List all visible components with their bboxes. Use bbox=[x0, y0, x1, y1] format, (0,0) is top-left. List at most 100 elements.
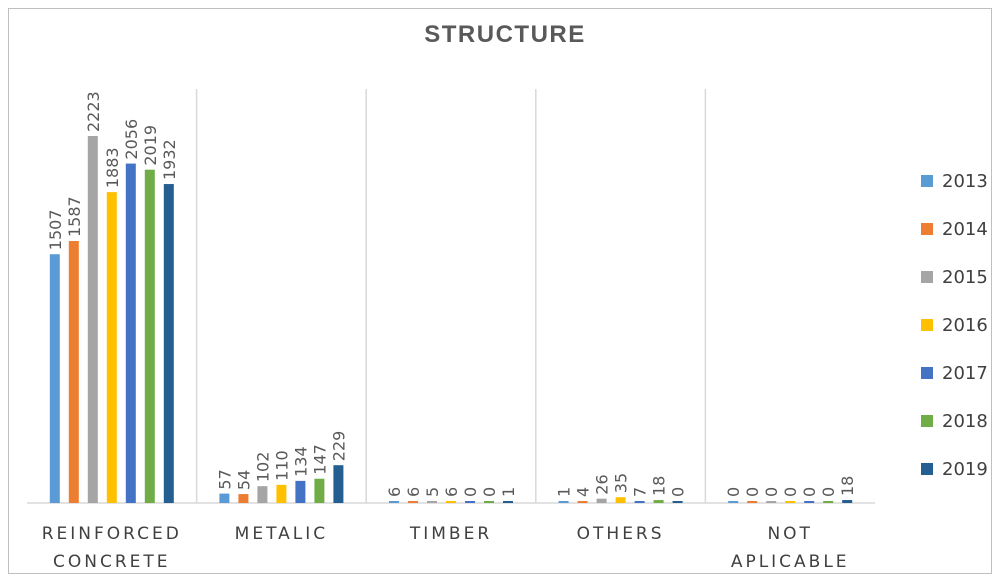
data-label: 229 bbox=[329, 431, 348, 462]
bar-2014-cat2 bbox=[408, 501, 418, 503]
bar-2019-cat1 bbox=[333, 465, 344, 503]
bar-2017-cat4 bbox=[804, 501, 815, 503]
bar-2018-cat0 bbox=[144, 169, 155, 503]
bar-2019-cat0 bbox=[163, 184, 174, 503]
bar-2017-cat2 bbox=[465, 501, 475, 503]
data-label: 4 bbox=[574, 487, 593, 497]
data-label: 18 bbox=[838, 476, 857, 496]
legend-label: 2019 bbox=[942, 459, 988, 480]
chart-category-labels: REINFORCED CONCRETE METALIC TIMBER OTHERS NOT… bbox=[42, 524, 850, 572]
legend-item: 2014 bbox=[921, 219, 988, 240]
data-label: 102 bbox=[253, 452, 272, 483]
bar-2015-cat1 bbox=[257, 486, 268, 503]
chart-frame: STRUCTURE 1507 57 6 1 0 1587 54 6 4 0 2223 102 5 26 0 1… bbox=[8, 8, 992, 574]
legend-swatch bbox=[921, 175, 933, 187]
chart-bars bbox=[49, 136, 853, 503]
bar-2014-cat1 bbox=[238, 494, 249, 503]
legend-swatch bbox=[921, 463, 933, 475]
data-label: 110 bbox=[272, 450, 291, 481]
category-label: REINFORCED bbox=[42, 524, 182, 544]
data-label: 0 bbox=[762, 487, 781, 497]
category-label: TIMBER bbox=[409, 524, 492, 544]
bar-2017-cat0 bbox=[125, 163, 136, 503]
chart-title: STRUCTURE bbox=[424, 21, 586, 48]
category-label: NOT bbox=[767, 524, 812, 544]
data-label: 0 bbox=[461, 487, 480, 497]
data-label: 0 bbox=[800, 487, 819, 497]
bar-2015-cat0 bbox=[87, 136, 98, 503]
legend-label: 2018 bbox=[942, 411, 988, 432]
bar-2013-cat0 bbox=[49, 254, 60, 503]
legend-label: 2016 bbox=[942, 315, 988, 336]
legend-swatch bbox=[921, 415, 933, 427]
legend-item: 2016 bbox=[921, 315, 988, 336]
data-label: 2223 bbox=[84, 91, 103, 132]
bar-2016-cat0 bbox=[106, 192, 117, 503]
bar-2019-cat3 bbox=[672, 501, 683, 503]
legend-swatch bbox=[921, 223, 933, 235]
legend-label: 2013 bbox=[942, 171, 988, 192]
data-label: 5 bbox=[423, 487, 442, 497]
data-label: 2056 bbox=[122, 119, 141, 160]
bar-2013-cat3 bbox=[558, 501, 569, 503]
category-label: CONCRETE bbox=[53, 552, 171, 572]
legend-label: 2015 bbox=[942, 267, 988, 288]
bar-2016-cat1 bbox=[276, 484, 287, 503]
legend-item: 2015 bbox=[921, 267, 988, 288]
data-label: 1932 bbox=[160, 139, 179, 180]
bar-2018-cat3 bbox=[653, 500, 664, 503]
data-label: 1883 bbox=[103, 147, 122, 188]
bar-2019-cat2 bbox=[503, 501, 513, 503]
data-label: 7 bbox=[631, 487, 650, 497]
legend-swatch bbox=[921, 367, 933, 379]
bar-2014-cat3 bbox=[577, 501, 588, 503]
data-label: 0 bbox=[669, 487, 688, 497]
data-label: 0 bbox=[480, 487, 499, 497]
bar-2018-cat2 bbox=[484, 501, 494, 503]
bar-2013-cat2 bbox=[389, 501, 399, 503]
data-label: 134 bbox=[291, 446, 310, 477]
bar-2017-cat1 bbox=[295, 480, 306, 503]
legend-label: 2017 bbox=[942, 363, 988, 384]
data-label: 1587 bbox=[65, 196, 84, 237]
bar-2018-cat1 bbox=[314, 478, 325, 503]
bar-2014-cat4 bbox=[747, 501, 758, 503]
data-label: 6 bbox=[442, 487, 461, 497]
bar-2016-cat4 bbox=[785, 501, 796, 503]
data-label: 1 bbox=[499, 487, 518, 497]
bar-2015-cat4 bbox=[766, 501, 777, 503]
data-label: 57 bbox=[215, 469, 234, 489]
legend-label: 2014 bbox=[942, 219, 988, 240]
bar-2013-cat1 bbox=[219, 493, 230, 503]
chart-legend: 2013 2014 2015 2016 2017 2018 2019 bbox=[921, 171, 988, 480]
data-label: 0 bbox=[819, 487, 838, 497]
legend-item: 2018 bbox=[921, 411, 988, 432]
data-label: 1507 bbox=[46, 209, 65, 250]
data-label: 2019 bbox=[141, 125, 160, 166]
bar-2019-cat4 bbox=[842, 500, 853, 503]
data-label: 0 bbox=[724, 487, 743, 497]
data-label: 1 bbox=[555, 487, 574, 497]
data-label: 54 bbox=[234, 470, 253, 490]
legend-item: 2017 bbox=[921, 363, 988, 384]
bar-2013-cat4 bbox=[728, 501, 739, 503]
legend-item: 2019 bbox=[921, 459, 988, 480]
data-label: 0 bbox=[781, 487, 800, 497]
bar-2018-cat4 bbox=[823, 501, 834, 503]
data-label: 0 bbox=[743, 487, 762, 497]
legend-item: 2013 bbox=[921, 171, 988, 192]
bar-2016-cat2 bbox=[446, 501, 456, 503]
data-label: 35 bbox=[612, 473, 631, 493]
bar-2014-cat0 bbox=[68, 240, 79, 503]
bar-2017-cat3 bbox=[634, 501, 645, 503]
bar-2016-cat3 bbox=[615, 497, 626, 503]
legend-swatch bbox=[921, 271, 933, 283]
data-label: 6 bbox=[385, 487, 404, 497]
category-label: APLICABLE bbox=[731, 552, 850, 572]
data-label: 18 bbox=[650, 476, 669, 496]
category-label: METALIC bbox=[235, 524, 328, 544]
legend-swatch bbox=[921, 319, 933, 331]
category-label: OTHERS bbox=[577, 524, 665, 544]
